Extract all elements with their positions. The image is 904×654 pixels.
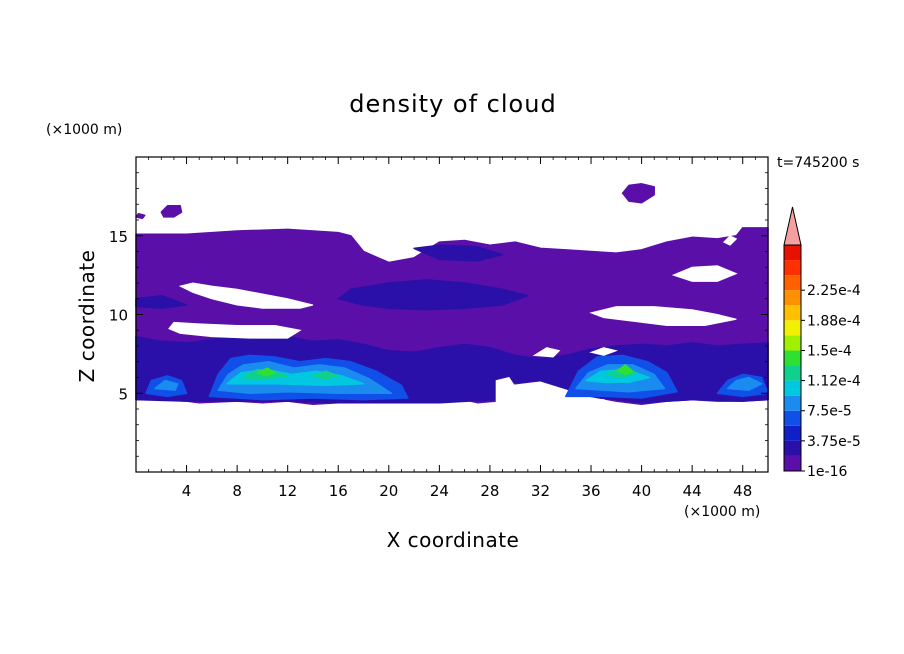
- colorbar-swatch: [784, 395, 801, 411]
- x-tick-label: 40: [632, 482, 651, 500]
- x-axis-unit: (×1000 m): [684, 504, 760, 520]
- clear-gap-7: [495, 376, 555, 404]
- colorbar-label: 2.25e-4: [807, 283, 861, 299]
- colorbar-swatch: [784, 440, 801, 456]
- y-axis-ticks: 5 10 15: [109, 172, 768, 457]
- colorbar-swatch: [784, 350, 801, 366]
- colorbar-label: 1e-16: [807, 464, 847, 480]
- clear-gap-5: [589, 347, 618, 356]
- y-tick-label: 10: [109, 307, 128, 325]
- time-label: t=745200 s: [777, 155, 859, 171]
- colorbar-swatch: [784, 260, 801, 276]
- colorbar-label: 3.75e-5: [807, 434, 861, 450]
- colorbar-swatch: [784, 245, 801, 261]
- x-tick-label: 44: [683, 482, 702, 500]
- x-tick-label: 28: [480, 482, 499, 500]
- cloud-region-13: [726, 376, 763, 391]
- clear-gap-1: [168, 321, 302, 339]
- x-tick-label: 4: [182, 482, 192, 500]
- colorbar-swatch: [784, 380, 801, 396]
- colorbar-swatch: [784, 365, 801, 381]
- colorbar-label: 1.12e-4: [807, 374, 861, 390]
- cloud-region-22: [413, 244, 504, 262]
- clear-gap-3: [671, 265, 738, 282]
- colorbar-frame: [783, 244, 802, 472]
- clear-gap-6: [722, 235, 738, 246]
- colorbar-swatch: [784, 305, 801, 321]
- x-tick-label: 36: [581, 482, 600, 500]
- cloud-region-21: [616, 364, 634, 376]
- colorbar-swatch: [784, 455, 801, 471]
- x-tick-label: 48: [733, 482, 752, 500]
- colorbar-swatch: [784, 335, 801, 351]
- clear-gap-4: [532, 347, 561, 358]
- colorbar: 1e-16 3.75e-5 7.5e-5 1.12e-4 1.5e-4 1.88e-4 2.…: [783, 206, 861, 480]
- cloud-gaps: [168, 235, 738, 410]
- cloud-region-18: [312, 370, 339, 380]
- y-tick-label: 15: [109, 228, 128, 246]
- colorbar-swatch: [784, 410, 801, 426]
- cloud-region-3: [160, 205, 183, 218]
- chart-title: density of cloud: [349, 90, 556, 118]
- colorbar-label: 7.5e-5: [807, 404, 852, 420]
- x-tick-label: 24: [430, 482, 449, 500]
- clear-gap-8: [583, 399, 605, 410]
- y-tick-label: 5: [118, 385, 128, 403]
- colorbar-label: 1.88e-4: [807, 313, 861, 329]
- colorbar-extend-arrow: [783, 206, 802, 246]
- cloud-region-20: [256, 367, 276, 377]
- x-axis-label: X coordinate: [387, 528, 520, 552]
- y-axis-unit: (×1000 m): [46, 122, 122, 138]
- colorbar-swatch: [784, 290, 801, 306]
- colorbar-swatch: [784, 320, 801, 336]
- x-tick-label: 32: [531, 482, 550, 500]
- plot-area: [135, 183, 769, 410]
- x-tick-label: 12: [278, 482, 297, 500]
- cloud-region-4: [135, 212, 146, 220]
- clear-gap-2: [589, 306, 737, 326]
- x-axis-ticks: 4 8 12 16 20 24 28 32 36 40 44 48: [148, 157, 756, 500]
- colorbar-swatch: [784, 425, 801, 441]
- x-tick-label: 16: [329, 482, 348, 500]
- x-tick-label: 8: [232, 482, 242, 500]
- x-tick-label: 20: [379, 482, 398, 500]
- clear-gap-0: [178, 282, 314, 309]
- cloud-region-6: [337, 279, 529, 311]
- colorbar-swatch: [784, 275, 801, 291]
- y-axis-label: Z coordinate: [75, 250, 99, 383]
- cloud-region-14: [154, 379, 179, 391]
- colorbar-label: 1.5e-4: [807, 343, 852, 359]
- cloud-region-2: [621, 183, 655, 204]
